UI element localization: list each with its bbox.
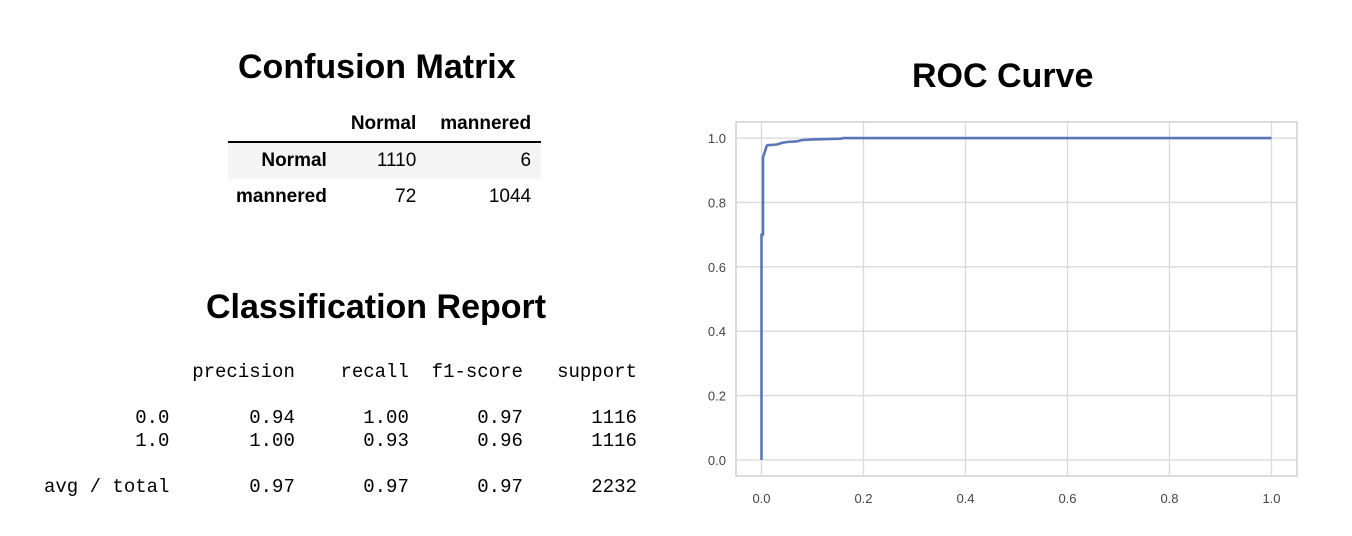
roc-title: ROC Curve — [912, 57, 1094, 95]
column-header: Normal — [338, 106, 429, 143]
table-cell: 1044 — [488, 186, 532, 207]
y-tick-label: 0.2 — [708, 389, 726, 404]
report-line — [44, 453, 637, 476]
row-header: mannered — [236, 186, 327, 207]
y-tick-label: 0.4 — [708, 324, 726, 339]
row-header: Normal — [261, 150, 327, 171]
report-line: 1.0 1.00 0.93 0.96 1116 — [44, 430, 637, 452]
report-line — [44, 384, 637, 407]
y-tick-label: 1.0 — [708, 131, 726, 146]
y-tick-label: 0.8 — [708, 195, 726, 210]
table-header-row: Normal mannered — [228, 106, 542, 143]
confusion-matrix-title: Confusion Matrix — [238, 48, 516, 86]
table-row: mannered 72 1044 — [228, 179, 541, 215]
table-cell: 6 — [520, 150, 532, 171]
confusion-matrix-table: Normal mannered Normal 1110 6 mannered 7… — [228, 106, 542, 215]
y-tick-label: 0.6 — [708, 260, 726, 275]
plot-area — [735, 121, 1298, 477]
table-row: Normal 1110 6 — [228, 142, 542, 179]
table-cell: 1110 — [376, 150, 417, 171]
table-cell: 72 — [395, 186, 417, 207]
x-tick-label: 1.0 — [1262, 491, 1280, 506]
corner-cell — [228, 106, 339, 143]
x-tick-label: 0.6 — [1058, 491, 1076, 506]
roc-chart: 0.0 0.2 0.4 0.6 0.8 1.0 0.0 0.2 0.4 0.6 0.8 1.0 — [708, 121, 1298, 506]
report-line: avg / total 0.97 0.97 0.97 2232 — [44, 476, 637, 498]
x-tick-label: 0.8 — [1160, 491, 1178, 506]
classification-report-title: Classification Report — [206, 288, 547, 326]
x-tick-label: 0.0 — [752, 491, 770, 506]
column-header: mannered — [428, 106, 542, 143]
roc-curve-line — [760, 136, 1272, 460]
y-tick-label: 0.0 — [708, 453, 726, 468]
classification-report-text: precision recall f1-score support 0.0 0.… — [44, 361, 637, 499]
x-tick-label: 0.2 — [854, 491, 872, 506]
report-line: precision recall f1-score support — [44, 361, 637, 383]
x-tick-label: 0.4 — [956, 491, 974, 506]
report-line: 0.0 0.94 1.00 0.97 1116 — [44, 407, 637, 429]
